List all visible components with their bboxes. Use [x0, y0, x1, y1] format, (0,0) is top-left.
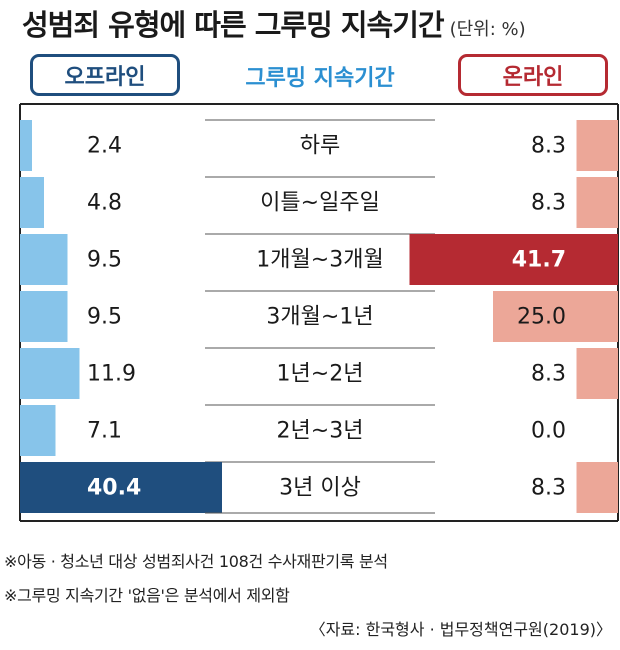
online-bar	[493, 291, 618, 342]
offline-bar	[20, 291, 68, 342]
offline-bar	[20, 177, 44, 228]
category-label: 3년 이상	[279, 476, 361, 501]
category-label: 3개월~1년	[266, 305, 373, 330]
offline-value-label: 9.5	[87, 305, 122, 330]
online-value-label: 41.7	[512, 248, 566, 273]
online-bar	[576, 348, 618, 399]
online-bar	[576, 177, 618, 228]
online-value-label: 0.0	[531, 419, 566, 444]
online-legend: 온라인	[458, 54, 608, 96]
chart-title-row: 성범죄 유형에 따른 그루밍 지속기간 (단위: %)	[22, 2, 618, 42]
category-label: 하루	[300, 134, 340, 159]
offline-value-label: 4.8	[87, 191, 122, 216]
offline-value-label: 2.4	[87, 134, 122, 159]
online-value-label: 8.3	[531, 134, 566, 159]
offline-value-label: 9.5	[87, 248, 122, 273]
offline-value-label: 11.9	[87, 362, 136, 387]
category-label: 이틀~일주일	[260, 191, 380, 216]
online-value-label: 8.3	[531, 476, 566, 501]
offline-value-label: 40.4	[87, 476, 141, 501]
online-bar	[576, 462, 618, 513]
online-value-label: 8.3	[531, 362, 566, 387]
footnote-1: ※아동 · 청소년 대상 성범죄사건 108건 수사재판기록 분석	[4, 552, 388, 571]
offline-value-label: 7.1	[87, 419, 122, 444]
category-label: 1개월~3개월	[256, 248, 383, 273]
offline-bar	[20, 234, 68, 285]
offline-legend: 오프라인	[30, 54, 180, 96]
category-label: 1년~2년	[277, 362, 364, 387]
online-value-label: 8.3	[531, 191, 566, 216]
offline-bar	[20, 348, 80, 399]
offline-bar	[20, 405, 56, 456]
center-column-label: 그루밍 지속기간	[245, 66, 395, 91]
chart-title: 성범죄 유형에 따른 그루밍 지속기간	[22, 8, 445, 42]
unit-label: (단위: %)	[449, 19, 526, 40]
footnote-2: ※그루밍 지속기간 '없음'은 분석에서 제외함	[4, 586, 290, 605]
online-value-label: 25.0	[517, 305, 566, 330]
online-bar	[409, 234, 618, 285]
offline-bar	[20, 120, 32, 171]
offline-bar	[20, 462, 222, 513]
source-note: 〈자료: 한국형사 · 법무정책연구원(2019)〉	[309, 620, 612, 639]
category-label: 2년~3년	[277, 419, 364, 444]
online-bar	[576, 120, 618, 171]
